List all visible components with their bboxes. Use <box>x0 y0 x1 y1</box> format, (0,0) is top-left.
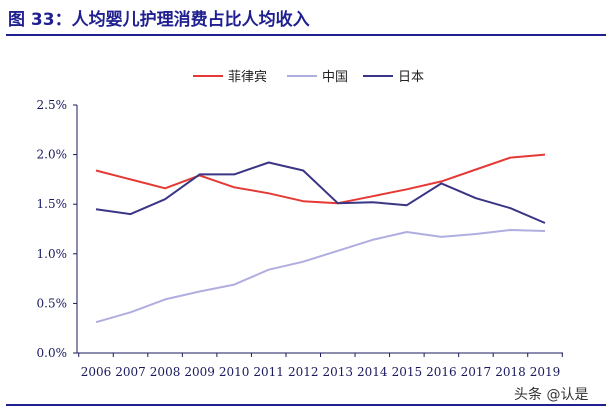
x-tick-label: 2011 <box>253 365 284 379</box>
x-tick-label: 2010 <box>219 365 250 379</box>
y-tick-label: 1.0% <box>37 247 68 261</box>
title-bar: 图 33：人均婴儿护理消费占比人均收入 <box>0 0 612 34</box>
series-layer <box>95 153 546 324</box>
x-tick-label: 2015 <box>392 365 423 379</box>
legend-label: 菲律宾 <box>228 69 267 85</box>
series-line-菲律宾 <box>95 153 546 205</box>
x-tick-label: 2018 <box>495 365 526 379</box>
x-tick-label: 2008 <box>150 365 181 379</box>
x-tick-label: 2019 <box>530 365 561 379</box>
legend-label: 中国 <box>322 70 348 85</box>
legend: 菲律宾 中国 日本 <box>193 69 424 85</box>
y-tick-label: 0.5% <box>37 296 68 310</box>
x-tick-label: 2009 <box>184 365 215 379</box>
watermark-text: 头条 @认是 <box>514 387 589 403</box>
y-tick-label: 0.0% <box>37 346 68 360</box>
x-tick-label: 2017 <box>461 365 492 379</box>
series-line-中国 <box>95 229 546 324</box>
chart-title: 图 33：人均婴儿护理消费占比人均收入 <box>8 10 310 30</box>
x-tick-label: 2007 <box>115 365 146 379</box>
x-tick-label: 2006 <box>81 365 112 379</box>
y-tick-label: 2.5% <box>37 98 68 112</box>
x-tick-label: 2014 <box>357 365 388 379</box>
x-tick-label: 2013 <box>322 365 353 379</box>
series-line-日本 <box>95 161 546 224</box>
x-tick-label: 2016 <box>426 365 457 379</box>
y-tick-label: 1.5% <box>37 197 68 211</box>
legend-label: 日本 <box>398 70 424 85</box>
x-tick-label: 2012 <box>288 365 319 379</box>
y-tick-label: 2.0% <box>37 148 68 162</box>
title-divider <box>6 34 606 36</box>
axes: 0.0% 0.5% 1.0% 1.5% 2.0% 2.5% 2006 2007 2008 2009… <box>37 98 563 379</box>
bottom-divider <box>6 404 606 406</box>
